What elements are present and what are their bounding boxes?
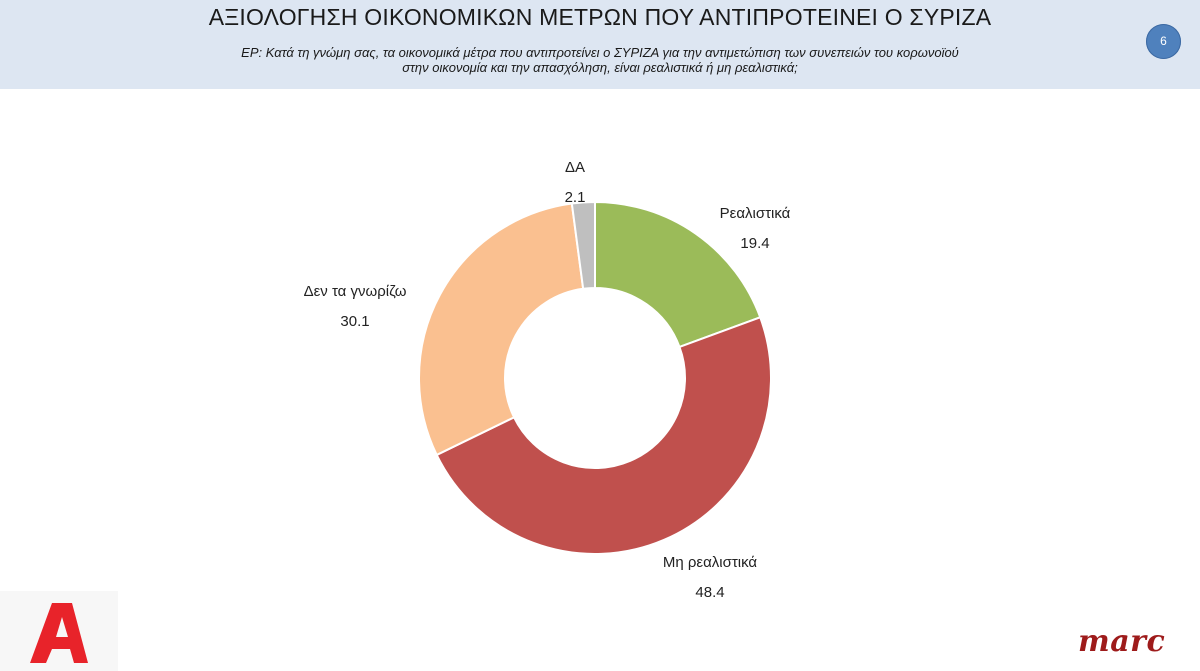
slice-1 xyxy=(435,316,772,555)
slice-0 xyxy=(594,200,762,349)
donut-slices xyxy=(418,200,772,555)
donut-labels: Ρεαλιστικά 19.4 Μη ρεαλιστικά 48.4 Δεν τα γν… xyxy=(304,159,791,601)
slice-value-1: 48.4 xyxy=(695,584,724,601)
slice-label-3: ΔΑ xyxy=(565,159,585,176)
page-title: ΑΞΙΟΛΟΓΗΣΗ ΟΙΚΟΝΟΜΙΚΩΝ ΜΕΤΡΩΝ ΠΟΥ ΑΝΤΙΠΡ… xyxy=(208,4,992,30)
slice-2 xyxy=(418,202,585,457)
slice-3 xyxy=(570,200,596,290)
slice-label-1: Μη ρεαλιστικά xyxy=(663,554,758,571)
header-banner: ΑΞΙΟΛΟΓΗΣΗ ΟΙΚΟΝΟΜΙΚΩΝ ΜΕΤΡΩΝ ΠΟΥ ΑΝΤΙΠΡ… xyxy=(0,0,1200,89)
alpha-logo xyxy=(0,591,118,671)
slice-value-3: 2.1 xyxy=(565,189,586,206)
question-line-2: στην οικονομία και την απασχόληση, είναι… xyxy=(402,60,798,75)
marc-logo: marc xyxy=(1078,624,1166,659)
slice-value-0: 19.4 xyxy=(740,235,769,252)
page-number-badge: 6 xyxy=(1146,24,1181,59)
slice-label-2: Δεν τα γνωρίζω xyxy=(304,283,407,300)
slice-label-0: Ρεαλιστικά xyxy=(720,205,791,222)
slice-value-2: 30.1 xyxy=(340,313,369,330)
question-text: ΕΡ: Κατά τη γνώμη σας, τα οικονομικά μέτ… xyxy=(160,45,1040,75)
question-line-1: ΕΡ: Κατά τη γνώμη σας, τα οικονομικά μέτ… xyxy=(241,45,959,60)
